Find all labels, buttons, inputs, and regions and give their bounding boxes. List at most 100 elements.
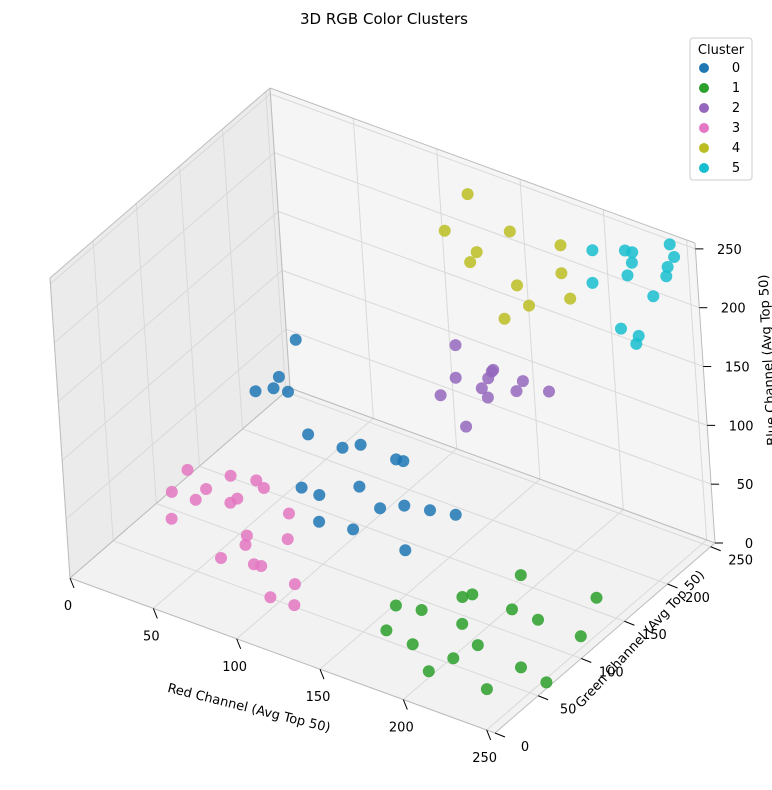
legend-entry: 1 — [732, 81, 740, 96]
x-tick-label: 100 — [222, 660, 247, 675]
legend-entry: 0 — [732, 61, 740, 76]
point-cluster-0 — [347, 523, 360, 536]
point-cluster-5 — [630, 337, 643, 350]
y-tick-mark — [710, 546, 721, 552]
point-cluster-3 — [224, 469, 237, 482]
legend-marker — [699, 123, 709, 133]
z-grid-back — [281, 269, 708, 426]
point-cluster-0 — [289, 333, 302, 346]
x-tick-label: 250 — [472, 751, 497, 766]
x-grid-back — [436, 148, 458, 449]
z-grid-left — [65, 328, 287, 520]
pane-edge — [69, 577, 496, 734]
z-tick-label: 200 — [721, 302, 746, 317]
point-cluster-5 — [661, 261, 674, 273]
y-grid-floor — [242, 428, 668, 585]
point-cluster-3 — [215, 552, 227, 564]
y-tick-mark — [494, 732, 506, 738]
point-cluster-2 — [516, 375, 529, 388]
point-cluster-0 — [272, 370, 285, 383]
point-cluster-2 — [475, 382, 488, 395]
point-cluster-4 — [564, 292, 577, 305]
point-cluster-4 — [555, 267, 568, 280]
point-cluster-3 — [231, 492, 244, 505]
point-cluster-1 — [514, 569, 527, 582]
pane-edge — [49, 277, 71, 579]
point-cluster-0 — [267, 382, 280, 395]
point-cluster-3 — [240, 529, 253, 542]
y-tick-mark — [581, 658, 592, 663]
point-cluster-5 — [647, 290, 660, 303]
point-cluster-2 — [482, 372, 495, 385]
point-cluster-2 — [481, 391, 494, 404]
point-cluster-5 — [621, 269, 634, 282]
point-cluster-2 — [460, 420, 473, 433]
point-cluster-1 — [456, 591, 469, 603]
z-grid-left — [57, 211, 279, 402]
x-grid-floor — [236, 448, 457, 640]
point-cluster-3 — [165, 485, 178, 498]
z-grid-left — [53, 152, 275, 344]
y-tick-label: 150 — [642, 628, 667, 643]
legend: Cluster 0 1 2 3 4 5 — [689, 37, 753, 181]
y-tick-mark — [537, 695, 549, 701]
z-grid-left — [50, 93, 271, 285]
legend-marker — [699, 103, 709, 113]
point-cluster-2 — [543, 385, 555, 398]
pane-edge — [49, 87, 271, 279]
y-tick-mark — [624, 620, 635, 626]
point-cluster-0 — [302, 428, 315, 441]
point-cluster-3 — [281, 533, 294, 546]
z-tick-label: 0 — [745, 537, 753, 552]
point-cluster-3 — [239, 538, 252, 551]
point-cluster-2 — [434, 389, 447, 402]
point-cluster-0 — [313, 489, 326, 501]
y-grid-floor — [112, 540, 539, 697]
grid-lines — [49, 87, 716, 734]
y-grid-floor — [285, 391, 711, 548]
x-tick-mark — [152, 608, 158, 619]
point-cluster-5 — [626, 246, 639, 259]
y-grid-floor — [199, 465, 625, 622]
pane-edge — [494, 542, 716, 734]
point-cluster-1 — [480, 683, 493, 696]
point-cluster-0 — [313, 515, 326, 528]
point-cluster-3 — [200, 483, 213, 495]
point-cluster-2 — [510, 385, 523, 398]
pane-edge — [269, 87, 291, 389]
chart-title: 3D RGB Color Clusters — [300, 10, 468, 28]
z-grid-back — [285, 328, 712, 485]
x-tick-mark — [486, 729, 492, 741]
point-cluster-3 — [288, 599, 301, 612]
point-cluster-0 — [399, 544, 412, 557]
legend-marker — [699, 163, 709, 173]
x-tick-label: 50 — [143, 629, 160, 644]
z-axis-label: Blue Channel (Avg Top 50) — [757, 274, 772, 446]
z-tick-label: 150 — [725, 361, 750, 376]
point-cluster-1 — [415, 604, 428, 616]
point-cluster-3 — [250, 474, 263, 487]
point-cluster-1 — [515, 661, 527, 674]
point-cluster-5 — [668, 251, 681, 263]
x-grid-floor — [153, 418, 374, 609]
pane-edge — [694, 242, 716, 544]
point-cluster-3 — [257, 482, 270, 494]
point-cluster-1 — [406, 638, 419, 651]
point-cluster-1 — [447, 652, 460, 665]
x-grid-back — [519, 179, 541, 480]
point-cluster-0 — [424, 504, 436, 517]
legend-entry: 4 — [732, 141, 740, 156]
legend-entry: 5 — [732, 161, 740, 176]
x-tick-mark — [69, 577, 75, 589]
back-pane — [270, 88, 715, 543]
point-cluster-5 — [625, 256, 638, 269]
y-tick-label: 50 — [560, 703, 577, 718]
x-grid-floor — [319, 478, 541, 670]
y-grid-left — [135, 203, 157, 504]
tick-labels: 0 50 100 150 200 250 0 50 100 150 200 250 0 50 100 150 2… — [64, 243, 754, 766]
point-cluster-4 — [554, 239, 567, 252]
pane-edge — [289, 387, 716, 544]
point-cluster-0 — [374, 502, 387, 515]
point-cluster-2 — [449, 339, 462, 352]
